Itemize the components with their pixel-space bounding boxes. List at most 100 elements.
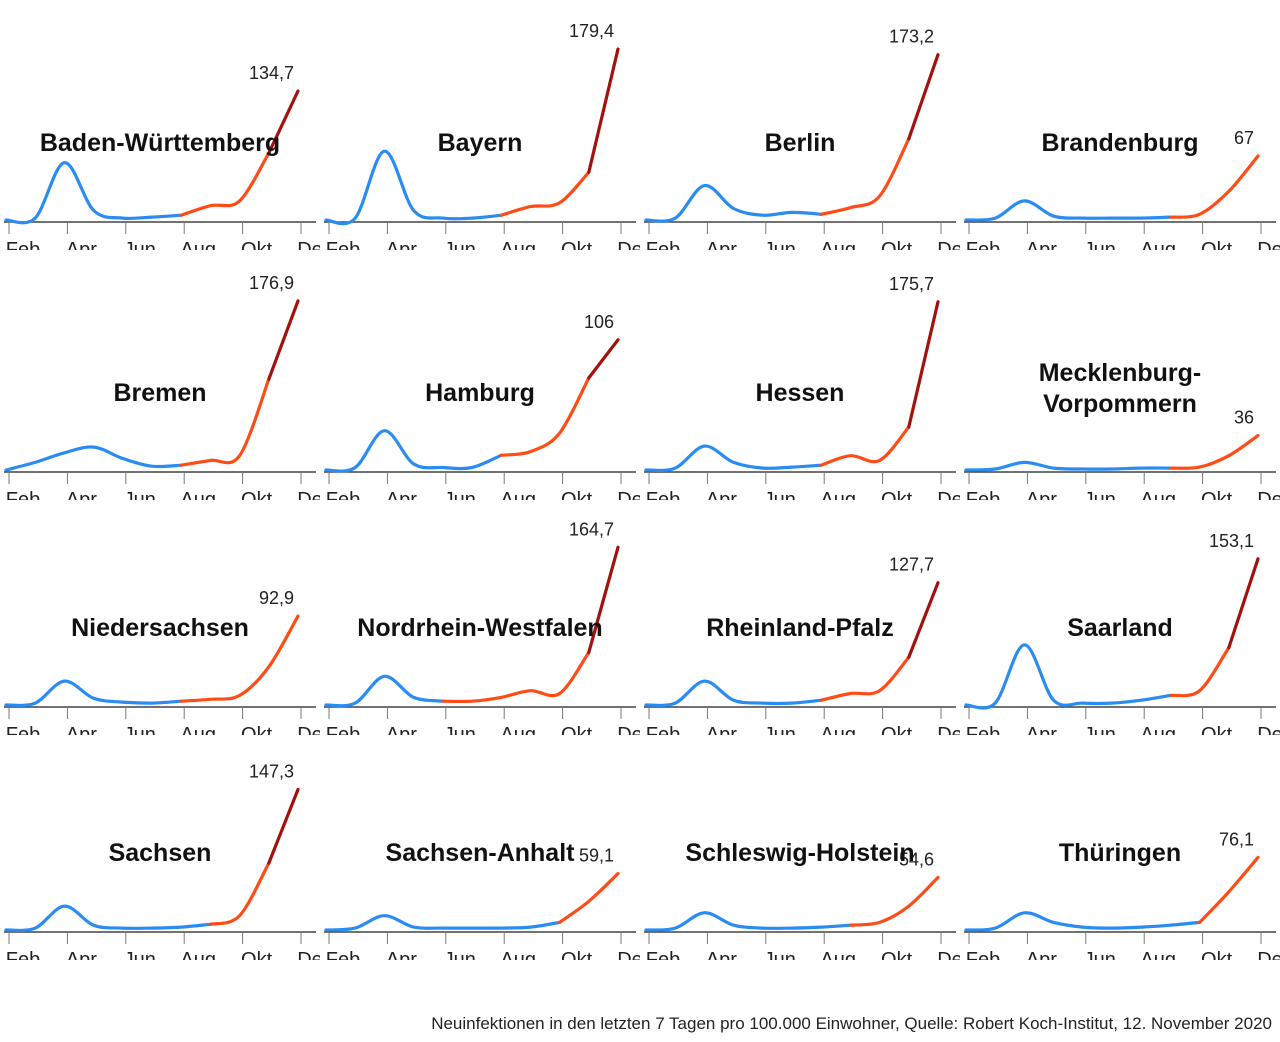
x-tick-label: Aug [1140, 949, 1176, 960]
series-line-blue [4, 161, 183, 225]
series-line-blue [4, 904, 212, 933]
x-tick-label: Aug [500, 239, 536, 250]
panel-brandenburg: Feb Apr Jun Aug Okt Dez 67 Brandenburg [960, 0, 1280, 250]
x-tick-label: Apr [1026, 724, 1057, 735]
panel-niedersachsen: Feb Apr Jun Aug Okt Dez 92,9 Niedersachsen [0, 485, 320, 735]
x-tick-label: Aug [180, 949, 216, 960]
chart-title: Rheinland-Pfalz [706, 614, 894, 642]
x-tick-label: Apr [1026, 949, 1057, 960]
chart-svg: Feb Apr Jun Aug Okt Dez 147,3 [4, 762, 320, 960]
series-line-orange [179, 377, 271, 467]
x-tick-label: Apr [66, 489, 97, 500]
series-line-orange [1168, 434, 1260, 470]
x-tick-label: Dez [617, 239, 640, 250]
series-line-red [907, 300, 940, 429]
x-tick-label: Okt [881, 949, 913, 960]
x-tick-label: Apr [66, 239, 97, 250]
x-tick-label: Feb [6, 239, 40, 250]
chart-svg: Feb Apr Jun Aug Okt Dez 106 [324, 312, 640, 500]
x-tick-label: Okt [1201, 489, 1233, 500]
chart-svg: Feb Apr Jun Aug Okt Dez 67 [964, 128, 1280, 250]
x-tick-label: Apr [1026, 239, 1057, 250]
chart-svg: Feb Apr Jun Aug Okt Dez 175,7 [644, 274, 960, 500]
x-tick-label: Okt [1201, 949, 1233, 960]
x-tick-label: Apr [386, 239, 417, 250]
x-tick-label: Apr [1026, 489, 1057, 500]
x-tick-label: Feb [966, 489, 1000, 500]
panel-hamburg: Feb Apr Jun Aug Okt Dez 106 Hamburg [320, 250, 640, 500]
x-tick-label: Jun [1084, 724, 1116, 735]
series-line-blue [644, 911, 852, 932]
x-tick-label: Dez [297, 724, 320, 735]
value-label: 134,7 [249, 63, 294, 83]
x-tick-label: Aug [500, 949, 536, 960]
value-label: 164,7 [569, 519, 614, 539]
x-tick-label: Jun [764, 239, 796, 250]
series-line-orange [1198, 855, 1260, 924]
x-tick-label: Dez [297, 239, 320, 250]
x-tick-label: Jun [1084, 239, 1116, 250]
x-tick-label: Okt [881, 239, 913, 250]
x-tick-label: Jun [124, 724, 156, 735]
x-tick-label: Apr [706, 239, 737, 250]
x-tick-label: Aug [1140, 489, 1176, 500]
series-line-red [267, 89, 300, 155]
x-tick-label: Jun [124, 949, 156, 960]
chart-title: Brandenburg [1041, 129, 1199, 157]
chart-title: Thüringen [1058, 839, 1182, 867]
chart-svg: Feb Apr Jun Aug Okt Dez 92,9 [4, 588, 320, 735]
x-tick-label: Okt [1201, 239, 1233, 250]
x-tick-label: Jun [444, 239, 476, 250]
x-tick-label: Feb [646, 949, 680, 960]
x-tick-label: Feb [646, 239, 680, 250]
x-tick-label: Jun [124, 239, 156, 250]
chart-title: Schleswig-Holstein [685, 839, 915, 867]
chart-title: Sachsen-Anhalt [385, 839, 575, 867]
series-line-orange [819, 137, 911, 216]
panel-saarland: Feb Apr Jun Aug Okt Dez 153,1 Saarland [960, 485, 1280, 735]
series-line-orange [179, 151, 271, 217]
chart-title: Hessen [755, 379, 845, 407]
x-tick-label: Okt [241, 949, 273, 960]
x-tick-label: Apr [386, 489, 417, 500]
x-tick-label: Okt [241, 489, 273, 500]
series-line-blue [324, 674, 445, 708]
x-tick-label: Okt [881, 489, 913, 500]
panel-rheinland-pfalz: Feb Apr Jun Aug Okt Dez 127,7 Rheinland-Pfalz [640, 485, 960, 735]
series-line-orange [179, 614, 300, 703]
x-tick-label: Jun [764, 489, 796, 500]
series-line-blue [644, 444, 823, 473]
chart-svg: Feb Apr Jun Aug Okt Dez 179,4 [324, 21, 640, 250]
series-line-blue [324, 914, 562, 932]
series-line-orange [441, 650, 591, 704]
x-tick-label: Feb [326, 949, 360, 960]
x-tick-label: Dez [297, 949, 320, 960]
chart-title: Nordrhein-Westfalen [357, 614, 603, 642]
value-label: 147,3 [249, 762, 294, 782]
x-tick-label: Okt [561, 239, 593, 250]
x-tick-label: Feb [6, 724, 40, 735]
panel-nordrhein-westfalen: Feb Apr Jun Aug Okt Dez 164,7 Nordrhein-Westfal… [320, 485, 640, 735]
x-tick-label: Aug [500, 489, 536, 500]
value-label: 176,9 [249, 273, 294, 293]
chart-title: Mecklenburg-Vorpommern [1038, 359, 1202, 418]
x-tick-label: Jun [124, 489, 156, 500]
x-tick-label: Dez [297, 489, 320, 500]
x-tick-label: Feb [966, 239, 1000, 250]
x-tick-label: Jun [444, 724, 476, 735]
x-tick-label: Dez [937, 239, 960, 250]
panel-thuringen: Feb Apr Jun Aug Okt Dez 76,1 Thüringen [960, 710, 1280, 960]
panel-berlin: Feb Apr Jun Aug Okt Dez 173,2 Berlin [640, 0, 960, 250]
series-line-blue [964, 643, 1172, 710]
value-label: 54,6 [899, 849, 934, 869]
chart-svg: Feb Apr Jun Aug Okt Dez 153,1 [964, 531, 1280, 735]
x-tick-label: Aug [1140, 724, 1176, 735]
value-label: 173,2 [889, 27, 934, 47]
value-label: 36 [1234, 408, 1254, 428]
chart-svg: Feb Apr Jun Aug Okt Dez 59,1 [324, 846, 640, 960]
x-tick-label: Aug [820, 489, 856, 500]
x-tick-label: Okt [561, 949, 593, 960]
x-tick-label: Aug [1140, 239, 1176, 250]
x-tick-label: Dez [937, 724, 960, 735]
chart-svg: Feb Apr Jun Aug Okt Dez 36 [964, 408, 1280, 500]
